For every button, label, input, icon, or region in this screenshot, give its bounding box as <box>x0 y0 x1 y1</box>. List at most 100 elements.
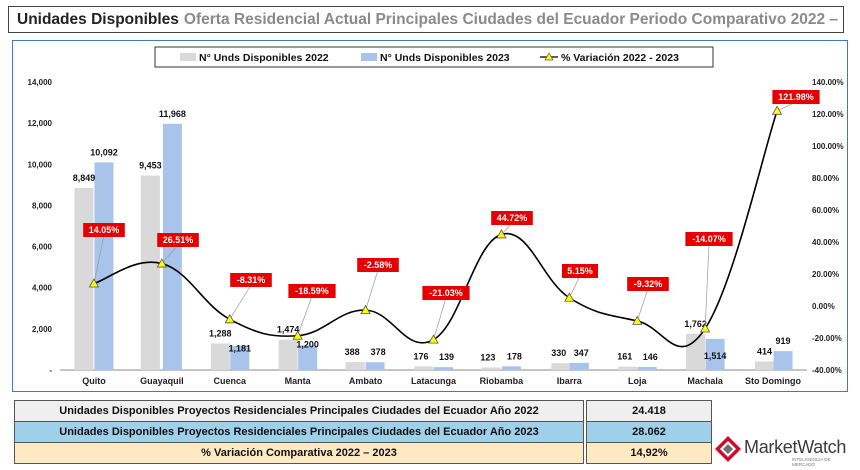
variation-marker <box>699 323 711 333</box>
variation-value-label: 14.05% <box>89 225 120 235</box>
x-category-label: Manta <box>285 376 312 386</box>
bar-2023-value-label: 139 <box>439 352 454 362</box>
variation-leader-line <box>365 269 379 311</box>
bar-2022 <box>278 339 298 370</box>
y-right-tick-label: 20.00% <box>812 270 839 279</box>
y-left-tick-label: 10,000 <box>28 160 53 169</box>
x-category-label: Quito <box>82 376 106 386</box>
bar-2022-value-label: 123 <box>480 352 495 362</box>
y-right-tick-label: 80.00% <box>812 174 839 183</box>
bar-2023-value-label: 1,181 <box>229 344 252 354</box>
y-left-tick-label: 8,000 <box>32 201 53 210</box>
bar-2023-value-label: 1,200 <box>296 339 319 349</box>
bar-2023-value-label: 146 <box>643 352 658 362</box>
variation-label-box <box>562 264 598 278</box>
bar-2022-value-label: 161 <box>617 352 632 362</box>
bar-2022 <box>414 366 434 370</box>
bar-2023-value-label: 11,968 <box>159 109 186 119</box>
bar-2022 <box>210 343 230 370</box>
bar-2022-value-label: 1,288 <box>209 329 232 339</box>
bar-2022-value-label: 330 <box>551 348 566 358</box>
variation-label-box <box>230 273 272 287</box>
bar-2022-value-label: 1,474 <box>277 325 300 335</box>
variation-value-label: -2.58% <box>364 260 393 270</box>
bar-2022 <box>686 333 706 370</box>
bar-2022 <box>74 187 94 370</box>
y-right-tick-label: 140.00% <box>812 78 844 87</box>
y-right-tick-label: 40.00% <box>812 238 839 247</box>
bar-2023 <box>434 367 453 370</box>
summary-value-2023: 28.062 <box>586 421 712 443</box>
variation-leader-line <box>433 297 447 340</box>
summary-label-2023: Unidades Disponibles Proyectos Residenci… <box>14 421 584 443</box>
variation-marker <box>564 292 575 302</box>
y-left-tick-label: - <box>49 366 52 375</box>
variation-marker <box>224 313 235 324</box>
summary-label-2022: Unidades Disponibles Proyectos Residenci… <box>14 400 584 422</box>
variation-label-box <box>491 211 533 225</box>
legend-box <box>154 46 714 68</box>
bar-2022 <box>345 362 365 370</box>
variation-value-label: -18.59% <box>295 286 329 296</box>
bar-2023 <box>365 362 385 370</box>
variation-leader-line <box>636 288 649 322</box>
y-right-tick-label: 60.00% <box>812 206 839 215</box>
variation-marker <box>360 304 371 315</box>
x-category-label: Loja <box>628 376 647 386</box>
summary-row: Unidades Disponibles Proyectos Residenci… <box>14 400 712 422</box>
bar-2022 <box>140 175 160 370</box>
y-left-tick-label: 14,000 <box>28 78 53 87</box>
legend-label-2022: N° Unds Disponibles 2022 <box>199 52 329 64</box>
variation-marker <box>496 229 507 239</box>
combo-chart: - 2,000 4,000 6,000 8,000 10,000 12,000 14,000 -… <box>28 46 844 386</box>
summary-row: % Variación Comparativa 2022 – 2023 14,9… <box>14 442 712 464</box>
variation-value-label: -8.31% <box>237 275 266 285</box>
x-category-label: Sto Domingo <box>745 376 801 386</box>
variation-marker <box>88 278 100 288</box>
summary-label-variation: % Variación Comparativa 2022 – 2023 <box>14 442 584 464</box>
variation-marker <box>428 334 439 344</box>
variation-marker <box>292 330 303 340</box>
variation-value-label: 44.72% <box>497 213 528 223</box>
y-right-tick-label: -40.00% <box>812 366 842 375</box>
variation-line <box>93 110 778 348</box>
variation-label-box <box>357 258 399 272</box>
summary-value-2022: 24.418 <box>586 400 712 422</box>
variation-label-box <box>157 233 199 247</box>
x-category-label: Cuenca <box>214 376 248 386</box>
x-category-label: Riobamba <box>480 376 525 386</box>
variation-leader-line <box>229 284 252 320</box>
x-category-label: Guayaquil <box>140 376 184 386</box>
chart-title-box: Unidades Disponibles Oferta Residencial … <box>8 6 844 33</box>
variation-value-label: 121.98% <box>778 92 814 102</box>
bar-2022-value-label: 414 <box>757 346 772 356</box>
summary-table: Unidades Disponibles Proyectos Residenci… <box>14 400 712 464</box>
bar-2023-value-label: 1,514 <box>704 351 727 361</box>
bar-2023 <box>705 338 725 370</box>
bar-2023 <box>773 351 793 370</box>
bar-2022-value-label: 388 <box>345 347 360 357</box>
variation-value-label: -14.07% <box>692 234 726 244</box>
bar-2023 <box>501 366 521 370</box>
y-right-tick-label: 0.00% <box>812 302 835 311</box>
bar-2023-value-label: 347 <box>574 348 589 358</box>
variation-leader-line <box>569 275 581 298</box>
bar-2022-value-label: 8,849 <box>73 173 96 183</box>
variation-leader-line <box>93 234 105 284</box>
variation-value-label: 5.15% <box>567 266 593 276</box>
variation-leader-line <box>704 243 710 329</box>
variation-marker <box>156 258 168 268</box>
bar-2022-value-label: 176 <box>413 351 428 361</box>
y-left-tick-label: 6,000 <box>32 243 53 252</box>
title-main: Unidades Disponibles <box>17 10 179 28</box>
variation-leader-line <box>161 244 179 264</box>
y-right-tick-label: -20.00% <box>812 334 842 343</box>
summary-value-variation: 14,92% <box>586 442 712 464</box>
bar-2023-value-label: 919 <box>776 336 791 346</box>
bar-2023 <box>637 366 657 370</box>
x-category-label: Latacunga <box>411 376 457 386</box>
variation-label-box <box>83 223 125 237</box>
variation-label-box <box>772 90 820 104</box>
bar-2023-value-label: 378 <box>371 347 386 357</box>
legend-label-variation: % Variación 2022 - 2023 <box>561 52 679 64</box>
